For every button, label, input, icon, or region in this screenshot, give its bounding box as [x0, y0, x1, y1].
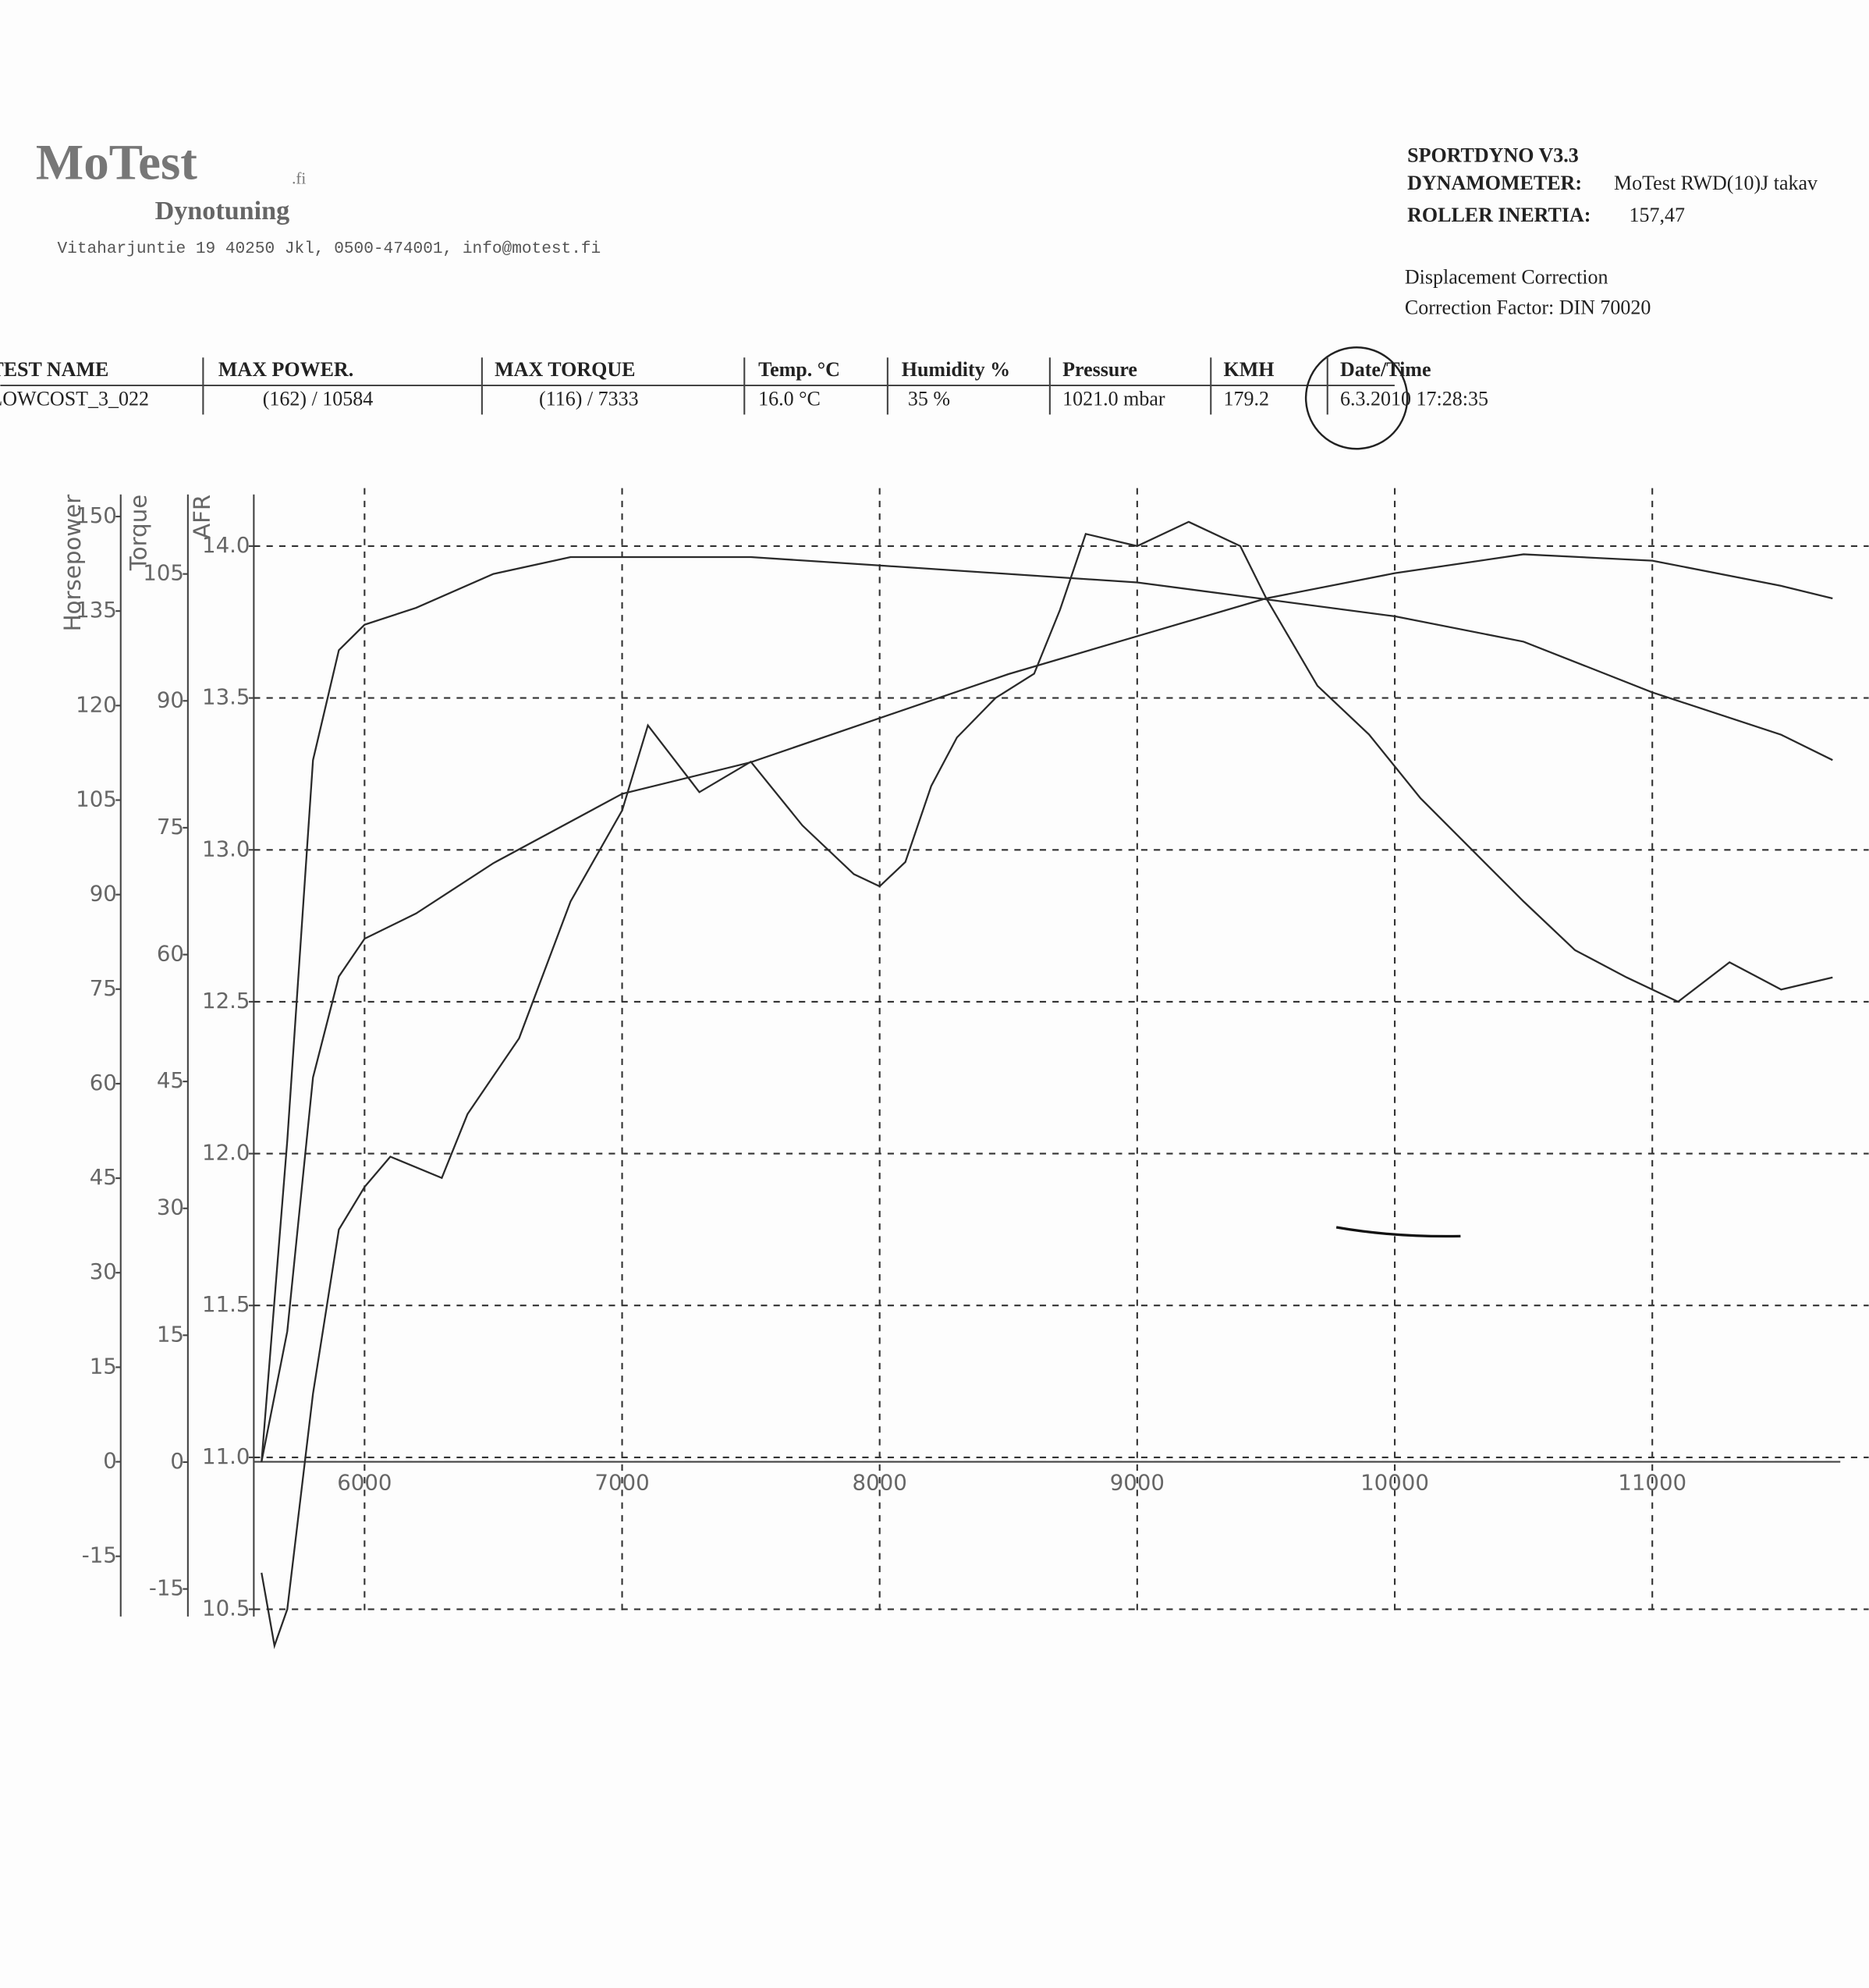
- x-tick-label: 7000: [594, 1469, 649, 1495]
- table-header: TEST NAME: [0, 358, 108, 381]
- y-tick-label: 30: [90, 1258, 117, 1284]
- table-header: Humidity %: [902, 358, 1010, 381]
- table-cell: LOWCOST_3_022: [0, 387, 149, 410]
- y-tick-label: 0: [103, 1448, 117, 1474]
- x-tick-label: 9000: [1110, 1469, 1165, 1495]
- y-tick-label: 135: [76, 597, 117, 623]
- y-tick-label: 105: [143, 560, 184, 586]
- y-tick-label: 11.0: [202, 1443, 250, 1469]
- y-tick-label: 120: [76, 691, 117, 717]
- table-header: Pressure: [1062, 358, 1137, 381]
- table: TEST NAME MAX POWER. MAX TORQUE Temp. °C Hum…: [0, 357, 1488, 415]
- y-tick-label: 75: [90, 975, 117, 1001]
- table-cell: 1021.0 mbar: [1062, 387, 1165, 410]
- table-header: KMH: [1224, 358, 1275, 381]
- y-tick-label: 12.5: [202, 988, 250, 1014]
- pen-mark: [1335, 1226, 1461, 1238]
- y-tick-label: 11.5: [202, 1291, 250, 1317]
- table-cell: 6.3.2010 17:28:35: [1340, 387, 1488, 410]
- y-tick-label: 15: [157, 1321, 184, 1347]
- info-label: DYNAMOMETER:: [1407, 172, 1582, 194]
- data-line: [261, 520, 1833, 1649]
- info-text: Correction Factor: DIN 70020: [1405, 296, 1651, 318]
- table-cell: 179.2: [1224, 387, 1270, 410]
- y-tick-label: 12.0: [202, 1140, 250, 1166]
- y-axis-label: Horsepower: [59, 494, 86, 632]
- info-title: SPORTDYNO V3.3: [1407, 144, 1579, 166]
- info-label: ROLLER INERTIA:: [1407, 204, 1591, 226]
- data-line: [261, 556, 1833, 1463]
- table-cell: (116) / 7333: [539, 387, 639, 410]
- y-tick-label: 90: [90, 881, 117, 907]
- info-text: Displacement Correction: [1405, 265, 1608, 288]
- y-tick-label: 10.5: [202, 1596, 250, 1621]
- y-axis-label: Torque: [126, 495, 152, 571]
- y-tick-label: 60: [157, 941, 184, 967]
- y-tick-label: 30: [157, 1195, 184, 1220]
- x-tick-label: 10000: [1360, 1469, 1429, 1495]
- y-tick-label: 14.0: [202, 532, 250, 558]
- table-cell: 35 %: [908, 387, 950, 410]
- y-axis-label: AFR: [189, 495, 215, 539]
- x-tick-label: 11000: [1618, 1469, 1686, 1495]
- table-header: Date/Time: [1340, 358, 1431, 381]
- y-tick-label: -15: [149, 1575, 184, 1601]
- table-cell: 16.0 °C: [758, 387, 821, 410]
- y-tick-label: 60: [90, 1070, 117, 1095]
- logo-subtitle: Dynotuning: [155, 197, 290, 225]
- y-tick-label: 150: [76, 502, 117, 528]
- y-tick-label: 45: [157, 1067, 184, 1093]
- y-tick-label: 105: [76, 786, 117, 811]
- y-tick-label: -15: [82, 1542, 117, 1568]
- pen-circle: [1304, 346, 1409, 450]
- table-header: MAX POWER.: [218, 358, 353, 381]
- table-cell: (162) / 10584: [263, 387, 374, 410]
- table-header: Temp. °C: [758, 358, 840, 381]
- y-tick-label: 0: [170, 1448, 184, 1474]
- y-tick-label: 13.0: [202, 836, 250, 861]
- y-tick-label: 45: [90, 1164, 117, 1190]
- logo-suffix: .fi: [292, 169, 306, 188]
- logo: MoTest: [36, 134, 197, 190]
- y-tick-label: 15: [90, 1353, 117, 1379]
- table-header: MAX TORQUE: [495, 358, 635, 381]
- info-value: 157,47: [1630, 204, 1686, 226]
- x-tick-label: 8000: [853, 1469, 907, 1495]
- y-tick-label: 90: [157, 687, 184, 712]
- y-tick-label: 75: [157, 814, 184, 840]
- info-value: MoTest RWD(10)J takav: [1614, 172, 1818, 194]
- address: Vitaharjuntie 19 40250 Jkl, 0500-474001,…: [58, 240, 601, 258]
- x-tick-label: 6000: [337, 1469, 392, 1495]
- y-tick-label: 13.5: [202, 684, 250, 710]
- data-line: [261, 553, 1833, 1462]
